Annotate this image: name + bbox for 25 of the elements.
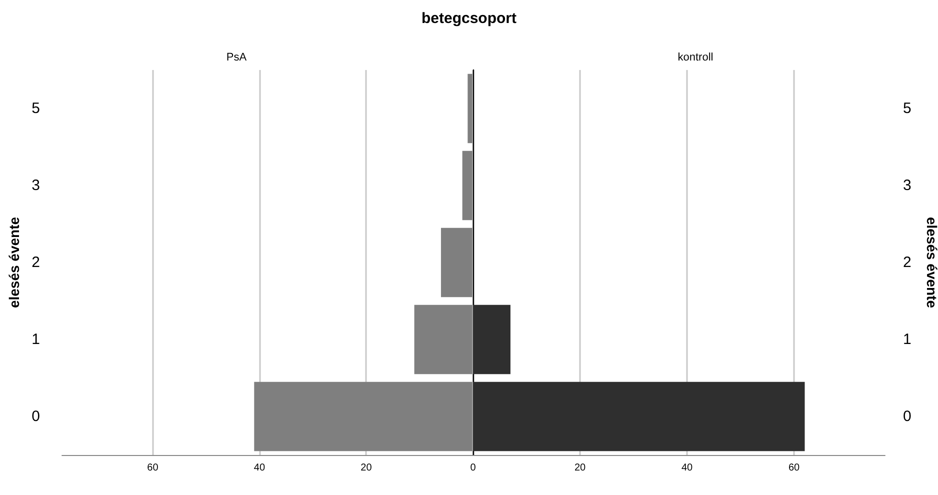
y-tick-label: 3 — [32, 177, 40, 194]
bar — [440, 228, 473, 298]
y-tick-label: 3 — [903, 177, 912, 194]
chart-subtitle: kontroll — [678, 52, 714, 64]
y-tick-label: 0 — [903, 408, 912, 425]
y2-axis-title: elesés évente — [924, 216, 938, 308]
x-tick-label: 0 — [470, 462, 476, 474]
x-tick-label: 40 — [254, 462, 266, 474]
x-tick-label: 20 — [574, 462, 586, 474]
chart-title: betegcsoport — [420, 10, 518, 27]
y-tick-label: 5 — [903, 100, 912, 117]
x-tick-label: 40 — [681, 462, 694, 474]
x-tick-label: 20 — [360, 462, 372, 474]
y-tick-label: 5 — [32, 100, 40, 117]
y-tick-label: 0 — [32, 408, 40, 425]
x-tick-label: 60 — [147, 462, 159, 474]
y-tick-label: 1 — [903, 331, 912, 348]
bar — [462, 150, 473, 220]
x-tick-label: 60 — [788, 462, 800, 474]
y-tick-label: 1 — [32, 331, 40, 348]
bar — [468, 74, 473, 144]
chart-subtitle: PsA — [226, 52, 248, 64]
y-axis-title: elesés évente — [6, 216, 22, 308]
y-tick-label: 2 — [903, 254, 912, 271]
y-tick-label: 2 — [32, 254, 40, 271]
